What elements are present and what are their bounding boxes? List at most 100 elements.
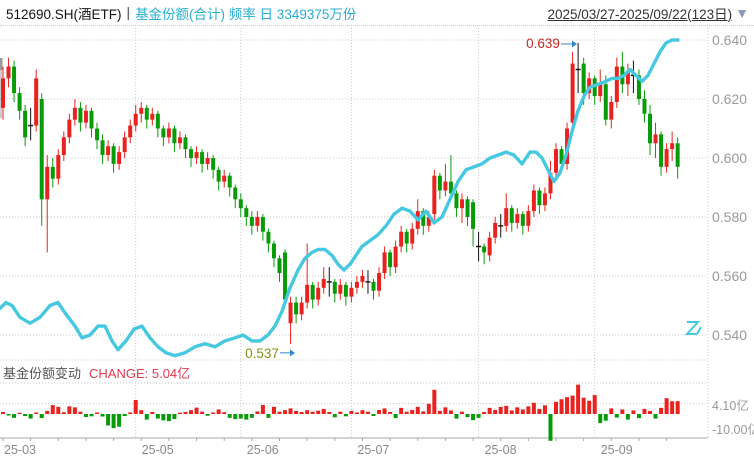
share-change-bar bbox=[310, 411, 315, 414]
share-change-bar bbox=[432, 389, 437, 414]
share-change-bar bbox=[128, 412, 133, 414]
share-change-bar bbox=[72, 407, 77, 414]
candle-body bbox=[343, 284, 348, 297]
candle-body bbox=[249, 217, 254, 226]
share-change-bar bbox=[28, 414, 33, 419]
share-change-bar bbox=[382, 408, 387, 414]
share-change-bar bbox=[327, 411, 332, 414]
candle-body bbox=[222, 175, 227, 182]
high-annotation-arrowhead bbox=[572, 40, 577, 48]
candle-body bbox=[67, 119, 72, 138]
candle-body bbox=[515, 214, 520, 223]
share-change-bar bbox=[78, 411, 83, 414]
share-change-bar bbox=[377, 409, 382, 414]
fund-share-line bbox=[0, 38, 680, 358]
subchart-title: 基金份额变动 bbox=[3, 366, 82, 381]
chevron-down-icon[interactable]: ▼ bbox=[735, 4, 749, 21]
candle-body bbox=[244, 208, 249, 217]
candle-body bbox=[89, 110, 94, 129]
share-change-bar bbox=[648, 410, 653, 414]
share-change-bar bbox=[548, 414, 553, 441]
share-change-bar bbox=[56, 406, 61, 414]
share-change-bar bbox=[294, 410, 299, 414]
candle-body bbox=[17, 93, 22, 111]
candle-body bbox=[526, 211, 531, 226]
chart-header: 512690.SH(酒ETF) | 基金份额(合计) 频率 日 3349375万… bbox=[0, 0, 754, 26]
series-label: 基金份额(合计) 频率 日 3349375万份 bbox=[135, 6, 357, 22]
candle-body bbox=[122, 137, 127, 153]
candle-body bbox=[393, 246, 398, 268]
share-change-bar bbox=[587, 400, 592, 414]
share-change-bar bbox=[244, 414, 249, 420]
candle-body bbox=[111, 146, 116, 164]
candle-body bbox=[675, 143, 680, 167]
x-axis-label: 25-05 bbox=[142, 443, 174, 457]
subchart-header: 基金份额变动 CHANGE: 5.04亿 bbox=[3, 363, 190, 382]
share-change-bar bbox=[111, 414, 116, 429]
candle-body bbox=[465, 199, 470, 217]
candle-body bbox=[144, 107, 149, 120]
candle-body bbox=[570, 63, 575, 123]
share-change-bar bbox=[581, 397, 586, 414]
share-change-axis-label: 4.10亿 bbox=[712, 398, 749, 413]
candle-body bbox=[83, 110, 88, 123]
candle-body bbox=[670, 143, 675, 150]
share-change-bar bbox=[592, 395, 597, 414]
share-change-bar bbox=[283, 410, 288, 414]
candle-body bbox=[106, 146, 111, 156]
share-change-bar bbox=[288, 408, 293, 414]
share-change-bar bbox=[393, 414, 398, 419]
share-change-bar bbox=[305, 410, 310, 414]
price-axis-label: 0.600 bbox=[712, 150, 747, 166]
candle-body bbox=[161, 128, 166, 138]
share-change-bar bbox=[609, 408, 614, 414]
candle-body bbox=[172, 128, 177, 144]
candle-body bbox=[133, 113, 138, 126]
share-change-axis-label: -10.00亿 bbox=[712, 422, 754, 437]
share-change-bar bbox=[642, 408, 647, 414]
candle-body bbox=[6, 66, 11, 79]
share-change-bar bbox=[487, 407, 492, 414]
candle-body bbox=[388, 252, 393, 268]
date-range-selector[interactable]: 2025/03/27-2025/09/22(123日) bbox=[547, 6, 733, 22]
share-change-bar bbox=[576, 384, 581, 414]
share-change-bar bbox=[39, 414, 44, 419]
share-change-bar bbox=[166, 414, 171, 422]
share-change-bar bbox=[598, 414, 603, 423]
share-change-bar bbox=[133, 399, 138, 414]
share-change-bar bbox=[83, 414, 88, 418]
share-change-bar bbox=[45, 410, 50, 414]
candle-body bbox=[659, 134, 664, 167]
candle-body bbox=[233, 187, 238, 200]
share-change-bar bbox=[95, 412, 100, 414]
price-axis-label: 0.640 bbox=[712, 32, 747, 48]
candle-body bbox=[338, 284, 343, 294]
candle-body bbox=[205, 158, 210, 164]
share-change-bar bbox=[614, 414, 619, 418]
candle-body bbox=[377, 273, 382, 291]
price-axis-label: 0.580 bbox=[712, 209, 747, 225]
price-axis-label: 0.540 bbox=[712, 327, 747, 343]
share-change-bar bbox=[554, 401, 558, 414]
share-change-bar bbox=[465, 414, 470, 418]
candle-body bbox=[537, 190, 542, 206]
price-axis-label: 0.560 bbox=[712, 268, 747, 284]
candle-body bbox=[1, 78, 5, 108]
share-change-bar bbox=[34, 412, 39, 414]
candle-body bbox=[277, 258, 282, 274]
candle-body bbox=[211, 158, 216, 170]
share-change-bar bbox=[542, 405, 547, 414]
low-annotation-label: 0.537 bbox=[245, 346, 279, 361]
price-axis-label: 0.620 bbox=[712, 91, 747, 107]
share-change-bar bbox=[249, 414, 254, 418]
candle-body bbox=[509, 208, 514, 223]
candle-body bbox=[520, 214, 525, 226]
share-change-bar bbox=[338, 411, 343, 414]
share-change-bar bbox=[365, 411, 370, 414]
candle-body bbox=[216, 169, 221, 182]
candle-body bbox=[260, 217, 265, 232]
candle-body bbox=[471, 202, 476, 229]
candle-body bbox=[238, 199, 243, 209]
share-change-bar bbox=[636, 414, 641, 419]
